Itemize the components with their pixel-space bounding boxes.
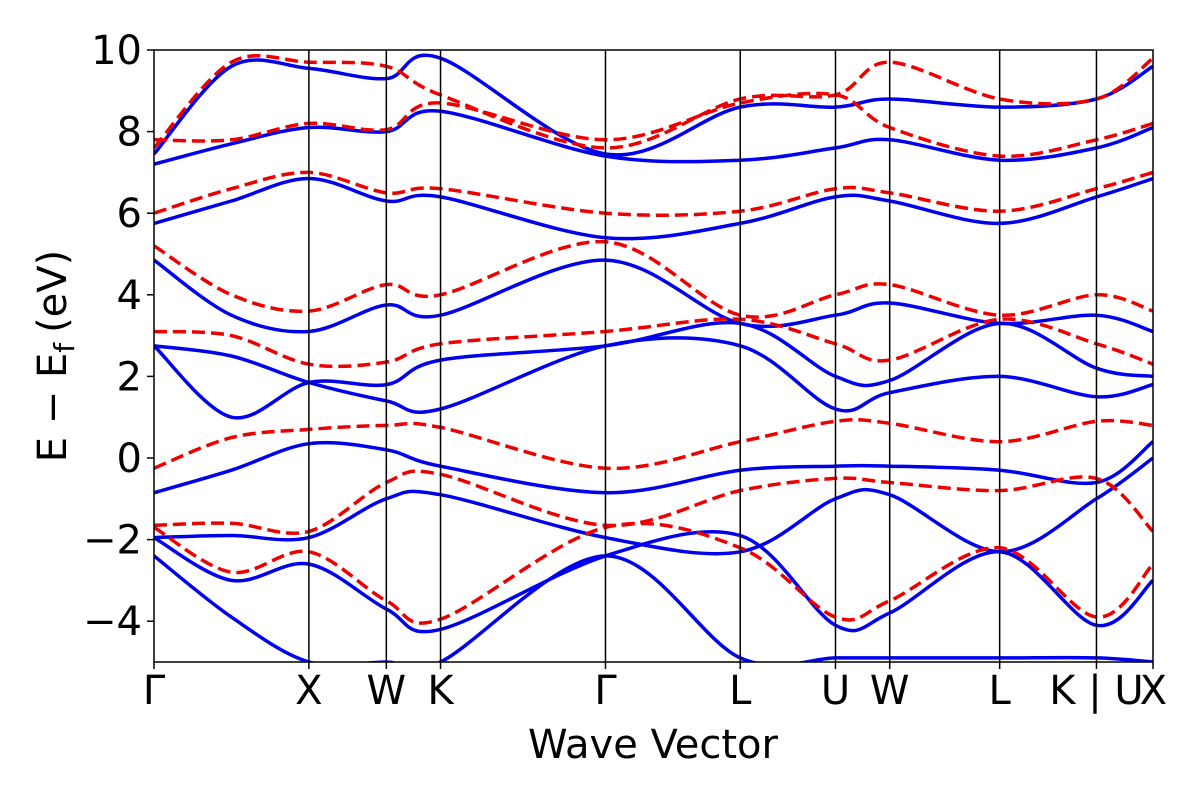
x-tick-label: W bbox=[870, 668, 910, 714]
y-tick-label: 0 bbox=[117, 436, 142, 482]
solid-band-7 bbox=[154, 176, 1153, 241]
y-axis-label-sub: f bbox=[48, 342, 81, 353]
x-tick-label: L bbox=[989, 668, 1012, 714]
y-axis-label: E − Ef (eV) bbox=[30, 250, 81, 463]
x-tick-label: Γ bbox=[594, 668, 617, 714]
y-tick-label: 4 bbox=[117, 273, 142, 319]
x-tick-label: L bbox=[729, 668, 752, 714]
bands-layer bbox=[154, 53, 1153, 662]
x-tick-label: X bbox=[1140, 668, 1167, 714]
y-axis-label-unit: (eV) bbox=[30, 250, 76, 333]
dashed-band-3 bbox=[154, 317, 1153, 369]
y-tick-label: 2 bbox=[117, 354, 142, 400]
y-tick-label: 6 bbox=[117, 191, 142, 237]
dashed-band-7 bbox=[154, 54, 1153, 150]
x-tick-label: K | U bbox=[1049, 668, 1143, 714]
plot-frame bbox=[153, 49, 1154, 663]
x-tick-label: Γ bbox=[143, 668, 166, 714]
x-tick-label: K bbox=[427, 668, 455, 714]
y-axis-label-main: E − E bbox=[30, 353, 76, 463]
solid-band-4 bbox=[154, 336, 1153, 414]
y-tick-label: −4 bbox=[83, 599, 142, 645]
x-tick-label: U bbox=[821, 668, 850, 714]
y-tick-label: 8 bbox=[117, 110, 142, 156]
y-ticks: 10 8 6 4 2 0 −2 −4 bbox=[83, 28, 154, 645]
y-tick-label: −2 bbox=[83, 518, 142, 564]
solid-band-9 bbox=[154, 53, 1153, 157]
x-axis-label: Wave Vector bbox=[528, 722, 779, 768]
y-tick-label: 10 bbox=[91, 28, 142, 74]
solid-band-3 bbox=[154, 554, 1153, 662]
solid-band-1 bbox=[154, 440, 1153, 495]
solid-band-5 bbox=[154, 320, 1153, 420]
x-tick-label: X bbox=[295, 668, 322, 714]
solid-band-0 bbox=[154, 456, 1153, 556]
dashed-band-4 bbox=[154, 240, 1153, 319]
kpoint-lines bbox=[308, 50, 1098, 662]
x-tick-label: W bbox=[367, 668, 407, 714]
solid-band-6 bbox=[154, 258, 1153, 334]
